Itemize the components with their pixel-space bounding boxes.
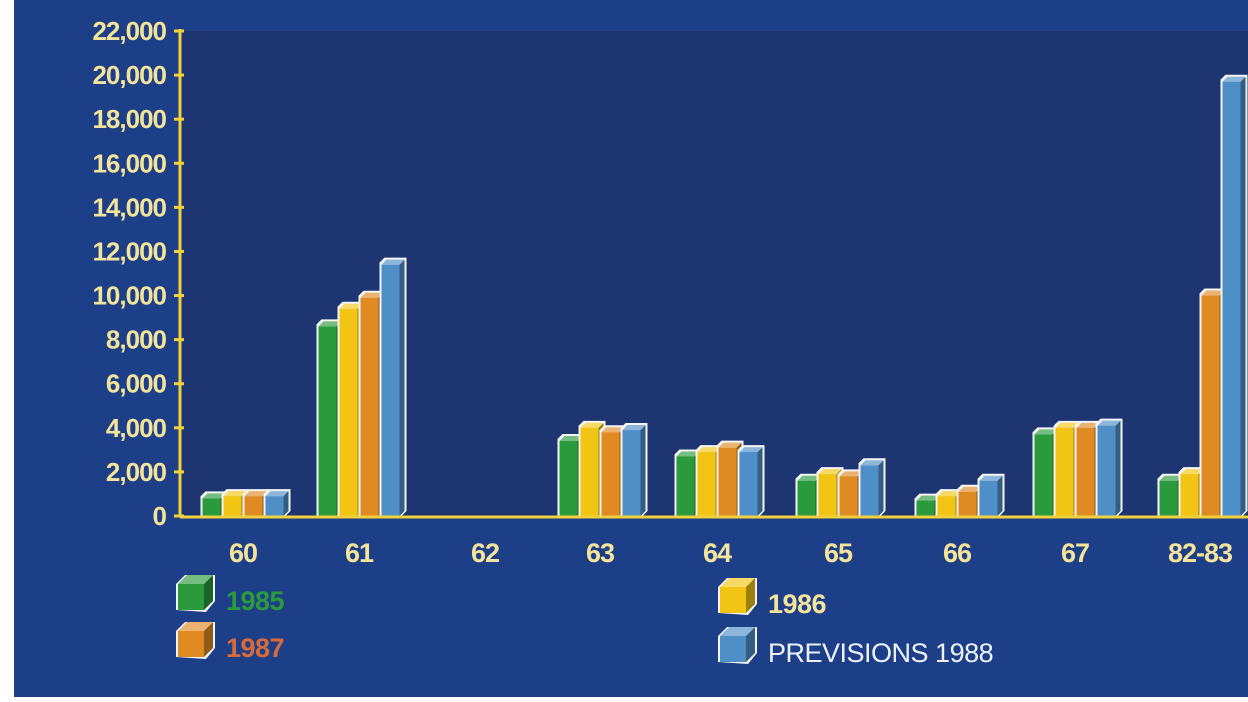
x-tick-label: 67 — [1061, 538, 1089, 568]
bar — [1221, 75, 1248, 516]
y-tick-label: 10,000 — [92, 281, 166, 311]
legend-label: 1986 — [768, 589, 827, 619]
x-tick-label: 63 — [586, 538, 615, 568]
x-tick-label: 62 — [471, 538, 499, 568]
x-tick-label: 64 — [703, 538, 732, 568]
x-tick-label: 61 — [345, 538, 374, 568]
x-tick-label: 82-83 — [1168, 538, 1233, 568]
y-tick-label: 4,000 — [106, 413, 167, 443]
bar — [380, 258, 407, 516]
bar — [978, 474, 1005, 516]
y-tick-label: 12,000 — [92, 236, 166, 266]
y-tick-label: 2,000 — [106, 457, 167, 487]
y-tick-label: 0 — [153, 501, 167, 531]
y-tick-label: 22,000 — [92, 16, 166, 46]
x-tick-label: 66 — [943, 538, 972, 568]
y-tick-label: 18,000 — [92, 104, 166, 134]
y-tick-label: 14,000 — [92, 192, 166, 222]
bar — [1096, 419, 1123, 516]
legend-label: 1987 — [226, 633, 284, 663]
x-tick-label: 60 — [229, 538, 257, 568]
bar — [859, 458, 886, 516]
legend-label: PREVISIONS 1988 — [768, 638, 993, 668]
bar — [738, 445, 765, 516]
y-tick-label: 8,000 — [106, 325, 167, 355]
y-tick-label: 20,000 — [92, 60, 166, 90]
y-tick-label: 16,000 — [92, 148, 166, 178]
legend-label: 1985 — [226, 586, 285, 616]
bar — [264, 489, 291, 516]
x-tick-label: 65 — [824, 538, 853, 568]
y-tick-label: 6,000 — [106, 369, 167, 399]
bar — [621, 423, 648, 516]
